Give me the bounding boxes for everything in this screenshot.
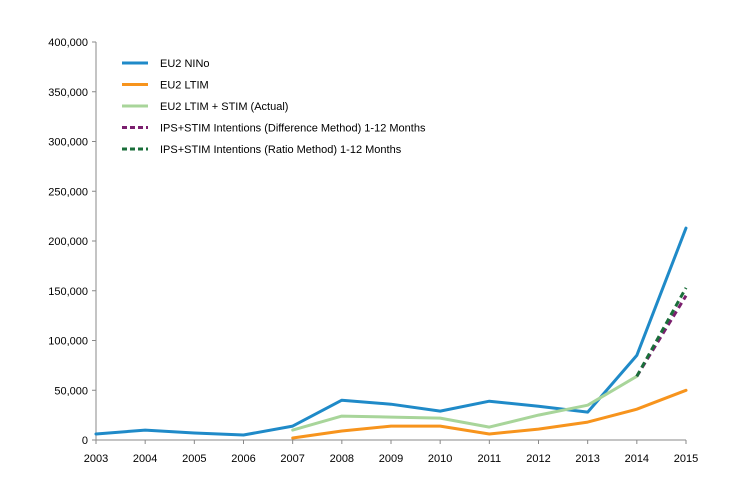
x-tick-label: 2014 xyxy=(625,453,649,465)
x-tick-label: 2015 xyxy=(674,453,698,465)
x-tick-label: 2007 xyxy=(280,453,304,465)
series-line-1 xyxy=(291,388,688,440)
y-tick-label: 250,000 xyxy=(48,186,88,198)
x-tick-label: 2009 xyxy=(379,453,403,465)
x-tick-label: 2008 xyxy=(330,453,354,465)
x-tick-label: 2011 xyxy=(478,453,502,465)
x-tick-label: 2012 xyxy=(526,453,550,465)
y-tick-label: 100,000 xyxy=(48,336,88,348)
y-tick-label: 150,000 xyxy=(48,286,88,298)
axes: 0 50,000 100,000 150,000 200,000 250,000 300,0… xyxy=(48,37,698,465)
series-line-0 xyxy=(94,226,688,437)
legend: EU2 NINo EU2 LTIM EU2 LTIM + STIM (Actual)… xyxy=(122,58,426,156)
x-tick-label: 2013 xyxy=(575,453,599,465)
legend-label-1: EU2 LTIM xyxy=(160,80,209,92)
legend-label-3: IPS+STIM Intentions (Difference Method) … xyxy=(160,123,426,135)
series-line-4 xyxy=(635,287,688,378)
x-tick-label: 2003 xyxy=(84,453,108,465)
legend-label-4: IPS+STIM Intentions (Ratio Method) 1-12 … xyxy=(160,144,402,156)
y-tick-label: 300,000 xyxy=(48,137,88,149)
x-tick-label: 2004 xyxy=(133,453,157,465)
legend-label-0: EU2 NINo xyxy=(160,58,210,70)
y-tick-label: 400,000 xyxy=(48,37,88,49)
legend-label-2: EU2 LTIM + STIM (Actual) xyxy=(160,101,288,113)
x-tick-label: 2006 xyxy=(231,453,255,465)
series-line-2 xyxy=(291,374,639,432)
y-tick-label: 350,000 xyxy=(48,87,88,99)
x-tick-label: 2005 xyxy=(182,453,206,465)
y-tick-label: 0 xyxy=(82,435,88,447)
x-tick-label: 2010 xyxy=(428,453,452,465)
y-tick-label: 50,000 xyxy=(54,385,88,397)
y-tick-label: 200,000 xyxy=(48,236,88,248)
series-layer xyxy=(94,226,688,440)
